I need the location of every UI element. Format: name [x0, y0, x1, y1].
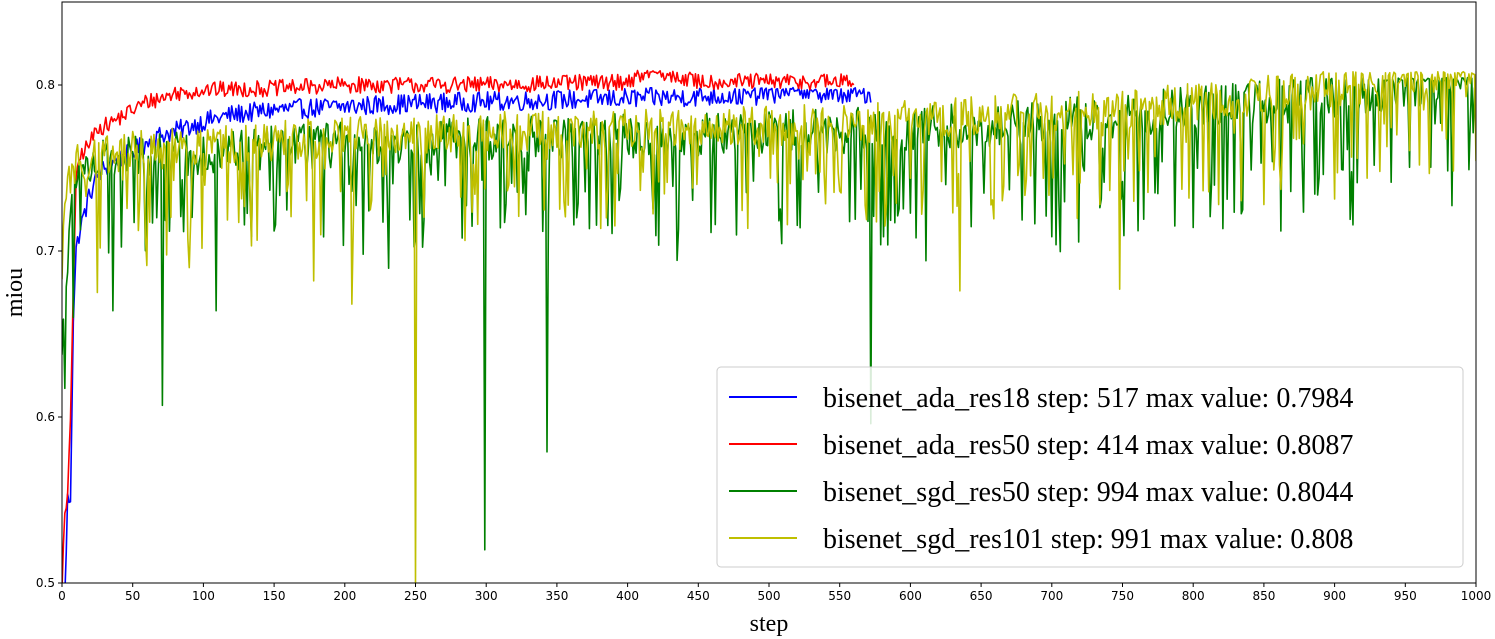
x-tick-label: 500 [758, 589, 781, 603]
y-tick-label: 0.8 [36, 78, 55, 92]
x-tick-label: 0 [58, 589, 66, 603]
series-layer [62, 69, 1476, 583]
x-tick-label: 950 [1394, 589, 1417, 603]
y-tick-label: 0.6 [36, 410, 55, 424]
legend-label: bisenet_ada_res18 step: 517 max value: 0… [823, 383, 1353, 414]
x-tick-label: 50 [125, 589, 140, 603]
x-axis-label: step [750, 611, 789, 637]
legend: bisenet_ada_res18 step: 517 max value: 0… [716, 366, 1464, 568]
x-tick-label: 850 [1252, 589, 1275, 603]
y-axis-label: miou [2, 268, 28, 317]
series-line-bisenet_sgd_res101 [62, 70, 1476, 583]
x-tick-label: 800 [1182, 589, 1205, 603]
x-tick-label: 600 [899, 589, 922, 603]
x-tick-label: 150 [263, 589, 286, 603]
x-tick-label: 750 [1111, 589, 1134, 603]
x-tick-label: 650 [970, 589, 993, 603]
series-line-bisenet_ada_res18 [64, 86, 872, 583]
x-tick-label: 450 [687, 589, 710, 603]
x-tick-label: 900 [1323, 589, 1346, 603]
legend-label: bisenet_ada_res50 step: 414 max value: 0… [823, 430, 1353, 461]
legend-label: bisenet_sgd_res101 step: 991 max value: … [823, 524, 1353, 555]
legend-label: bisenet_sgd_res50 step: 994 max value: 0… [823, 477, 1353, 508]
y-tick-label: 0.7 [36, 244, 55, 258]
x-tick-label: 350 [545, 589, 568, 603]
x-tick-label: 300 [475, 589, 498, 603]
y-axis: 0.5 0.6 0.7 0.8 [36, 78, 62, 590]
x-tick-label: 200 [333, 589, 356, 603]
x-tick-label: 400 [616, 589, 639, 603]
x-tick-label: 550 [828, 589, 851, 603]
x-axis: 0 50 100 150 200 250 300 350 400 450 500 550 600 650 7… [58, 583, 1491, 603]
legend-box [716, 366, 1464, 568]
series-line-bisenet_ada_res50 [62, 69, 855, 583]
x-tick-label: 250 [404, 589, 427, 603]
x-tick-label: 1000 [1461, 589, 1492, 603]
y-tick-label: 0.5 [36, 576, 55, 590]
x-tick-label: 100 [192, 589, 215, 603]
x-tick-label: 700 [1040, 589, 1063, 603]
